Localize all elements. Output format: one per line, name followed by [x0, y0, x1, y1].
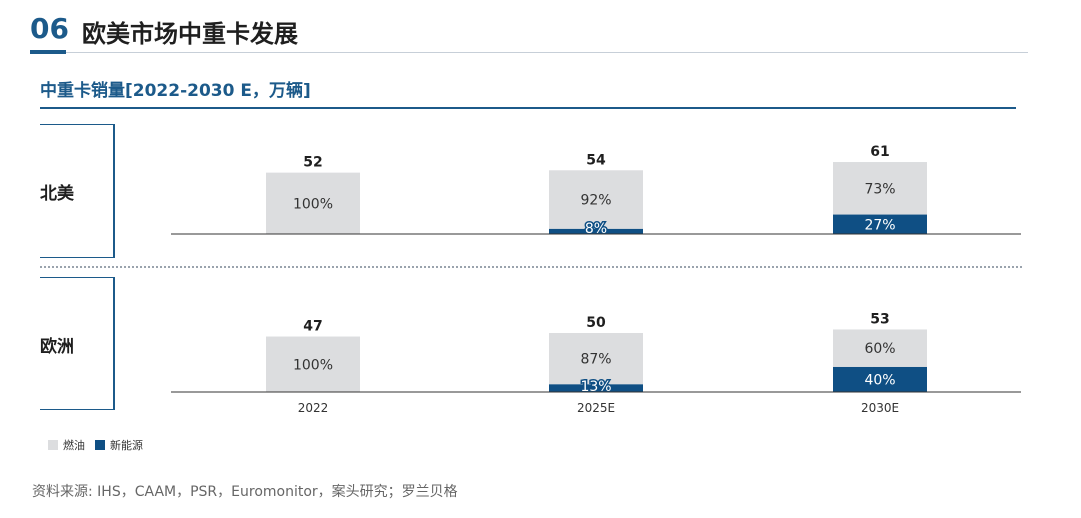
source-note: 资料来源: IHS，CAAM，PSR，Euromonitor，案头研究；罗兰贝格	[32, 484, 458, 500]
label-fuel-eu-2022: 100%	[293, 357, 333, 373]
label-total-na-2030e: 61	[870, 144, 889, 160]
bar-fuel-na-2030e	[833, 162, 927, 215]
label-total-na-2025e: 54	[586, 152, 606, 168]
region-bracket-north-america	[40, 124, 115, 258]
header-rule	[66, 52, 1028, 53]
bar-fuel-eu-2025e	[549, 333, 643, 385]
page-title: 欧美市场中重卡发展	[82, 20, 298, 48]
bar-nev-eu-2025e	[549, 384, 643, 392]
label-nev-na-2030e: 27%	[864, 217, 895, 233]
x-tick-label-2025e: 2025E	[577, 401, 615, 415]
bar-fuel-na-2022	[266, 172, 360, 234]
legend-swatch-fuel	[48, 440, 58, 450]
bar-fuel-na-2025e	[549, 170, 643, 229]
bar-fuel-eu-2022	[266, 336, 360, 392]
bar-nev-eu-2030e	[833, 366, 927, 392]
label-nev-eu-2030e: 40%	[864, 372, 895, 388]
section-number-underline	[30, 50, 66, 54]
label-fuel-na-2022: 100%	[293, 196, 333, 212]
legend-swatch-nev	[95, 440, 105, 450]
label-total-na-2022: 52	[303, 155, 322, 171]
page-header: 06 欧美市场中重卡发展	[0, 0, 1081, 60]
legend-label-nev: 新能源	[110, 439, 143, 452]
chart-legend: 燃油 新能源	[48, 437, 153, 453]
bar-fuel-eu-2030e	[833, 329, 927, 367]
label-total-eu-2025e: 50	[586, 315, 606, 331]
label-fuel-na-2030e: 73%	[864, 181, 895, 197]
label-fuel-eu-2030e: 60%	[864, 341, 895, 357]
label-total-eu-2022: 47	[303, 319, 322, 335]
label-fuel-eu-2025e: 87%	[580, 352, 611, 368]
label-nev-eu-2025e: 13%	[580, 379, 611, 395]
label-fuel-na-2025e: 92%	[580, 193, 611, 209]
region-label-europe: 欧洲	[40, 337, 74, 357]
legend-label-fuel: 燃油	[63, 439, 85, 452]
x-tick-label-2030e: 2030E	[861, 401, 899, 415]
legend-item-fuel: 燃油	[48, 437, 85, 453]
label-total-eu-2030e: 53	[870, 311, 889, 327]
legend-item-nev: 新能源	[95, 437, 143, 453]
section-number: 06	[30, 12, 69, 45]
bar-nev-na-2030e	[833, 214, 927, 234]
chart-title: 中重卡销量[2022-2030 E，万辆]	[40, 81, 311, 101]
label-nev-na-2025e: 8%	[585, 221, 607, 237]
region-bracket-europe	[40, 277, 115, 410]
region-label-north-america: 北美	[40, 184, 74, 204]
panel-divider	[40, 266, 1022, 268]
chart-title-rule	[40, 107, 1016, 109]
bar-nev-na-2025e	[549, 228, 643, 234]
x-tick-label-2022: 2022	[298, 401, 329, 415]
